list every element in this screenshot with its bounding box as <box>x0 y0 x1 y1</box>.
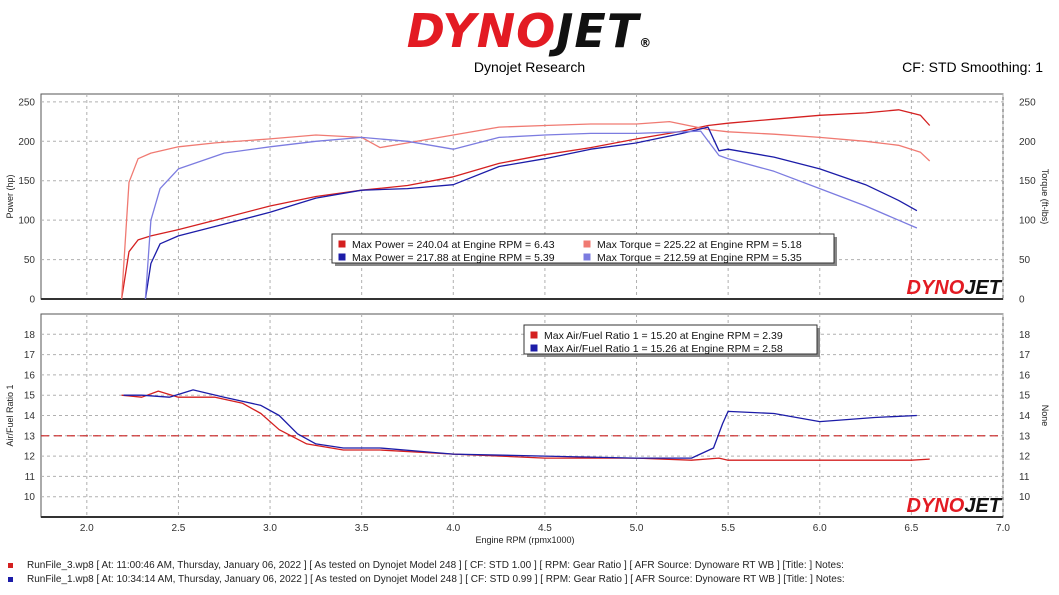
y2-tick-label: 14 <box>1019 411 1031 422</box>
series-line <box>144 126 918 300</box>
y-tick-label: 0 <box>29 295 35 306</box>
series-line <box>120 120 931 300</box>
logo-text-dark: JET <box>556 4 640 58</box>
y-tick-label: 15 <box>24 391 36 402</box>
y2-tick-label: 12 <box>1019 452 1031 463</box>
x-tick-label: 4.0 <box>446 523 460 534</box>
x-axis-label: Engine RPM (rpmx1000) <box>475 535 574 545</box>
legend-item-text: Max Air/Fuel Ratio 1 = 15.20 at Engine R… <box>544 330 783 342</box>
y2-tick-label: 18 <box>1019 330 1031 341</box>
y2-tick-label: 13 <box>1019 431 1031 442</box>
x-tick-label: 3.5 <box>355 523 369 534</box>
y2-tick-label: 100 <box>1019 216 1036 227</box>
x-tick-label: 6.0 <box>813 523 827 534</box>
dynojet-logo: DYNOJET® <box>0 4 1059 58</box>
y-tick-label: 100 <box>18 216 35 227</box>
run-color-swatch <box>8 576 13 582</box>
legend-swatch <box>582 252 592 262</box>
y2-tick-label: 50 <box>1019 255 1031 266</box>
y-tick-label: 16 <box>24 370 36 381</box>
y-tick-label: 18 <box>24 330 36 341</box>
y-axis-label: Air/Fuel Ratio 1 <box>5 384 15 446</box>
legend-item-text: Max Torque = 225.22 at Engine RPM = 5.18 <box>597 239 802 251</box>
y-tick-label: 17 <box>24 350 36 361</box>
x-tick-label: 2.0 <box>80 523 94 534</box>
y-tick-label: 50 <box>24 255 36 266</box>
y-tick-label: 14 <box>24 411 36 422</box>
legend-item-text: Max Power = 217.88 at Engine RPM = 5.39 <box>352 252 555 264</box>
y2-tick-label: 15 <box>1019 391 1031 402</box>
y2-tick-label: 17 <box>1019 350 1031 361</box>
y2-tick-label: 0 <box>1019 295 1025 306</box>
y-tick-label: 200 <box>18 137 35 148</box>
legend-swatch <box>529 343 539 353</box>
y2-tick-label: 150 <box>1019 176 1036 187</box>
registered-mark: ® <box>639 36 653 50</box>
logo-text-red: DYNO <box>406 4 557 58</box>
x-tick-label: 6.5 <box>904 523 918 534</box>
x-tick-label: 2.5 <box>171 523 185 534</box>
legend-swatch <box>582 239 592 249</box>
cf-smoothing-label: CF: STD Smoothing: 1 <box>902 59 1043 75</box>
x-tick-label: 4.5 <box>538 523 552 534</box>
y2-tick-label: 11 <box>1019 472 1030 483</box>
y-tick-label: 150 <box>18 176 35 187</box>
dynojet-watermark: DYNOJET <box>907 277 1003 299</box>
legend-swatch <box>337 239 347 249</box>
legend-item-text: Max Power = 240.04 at Engine RPM = 6.43 <box>352 239 555 251</box>
run-color-swatch <box>8 562 13 568</box>
x-tick-label: 5.5 <box>721 523 735 534</box>
legend-swatch <box>529 330 539 340</box>
series-line <box>144 130 918 300</box>
run-file-info: RunFile_3.wp8 [ At: 11:00:46 AM, Thursda… <box>27 560 844 571</box>
legend-item-text: Max Torque = 212.59 at Engine RPM = 5.35 <box>597 252 802 264</box>
legend-item-text: Max Air/Fuel Ratio 1 = 15.26 at Engine R… <box>544 343 783 355</box>
dynojet-watermark: DYNOJET <box>907 495 1003 517</box>
plot-frame <box>40 93 1004 300</box>
series-line <box>120 109 931 300</box>
legend-box <box>523 324 818 355</box>
y-axis-label: Power (hp) <box>5 174 15 218</box>
page-subtitle: Dynojet Research <box>473 59 586 75</box>
series-line <box>123 389 917 459</box>
run-file-entry: RunFile_1.wp8 [ At: 10:34:14 AM, Thursda… <box>8 574 845 585</box>
x-tick-label: 3.0 <box>263 523 277 534</box>
y-tick-label: 12 <box>24 452 36 463</box>
y2-tick-label: 200 <box>1019 137 1036 148</box>
legend-swatch <box>337 252 347 262</box>
y2-tick-label: 16 <box>1019 370 1031 381</box>
y2-axis-label: Torque (ft-lbs) <box>1040 169 1050 225</box>
series-line <box>121 390 930 461</box>
run-file-entry: RunFile_3.wp8 [ At: 11:00:46 AM, Thursda… <box>8 560 844 571</box>
y-tick-label: 250 <box>18 97 35 108</box>
y2-tick-label: 10 <box>1019 492 1031 503</box>
y2-tick-label: 250 <box>1019 97 1036 108</box>
y-tick-label: 11 <box>25 472 36 483</box>
run-file-info: RunFile_1.wp8 [ At: 10:34:14 AM, Thursda… <box>27 574 845 585</box>
y-tick-label: 13 <box>24 431 36 442</box>
y2-axis-label: None <box>1040 405 1050 427</box>
x-tick-label: 5.0 <box>630 523 644 534</box>
x-tick-label: 7.0 <box>996 523 1010 534</box>
y-tick-label: 10 <box>24 492 36 503</box>
